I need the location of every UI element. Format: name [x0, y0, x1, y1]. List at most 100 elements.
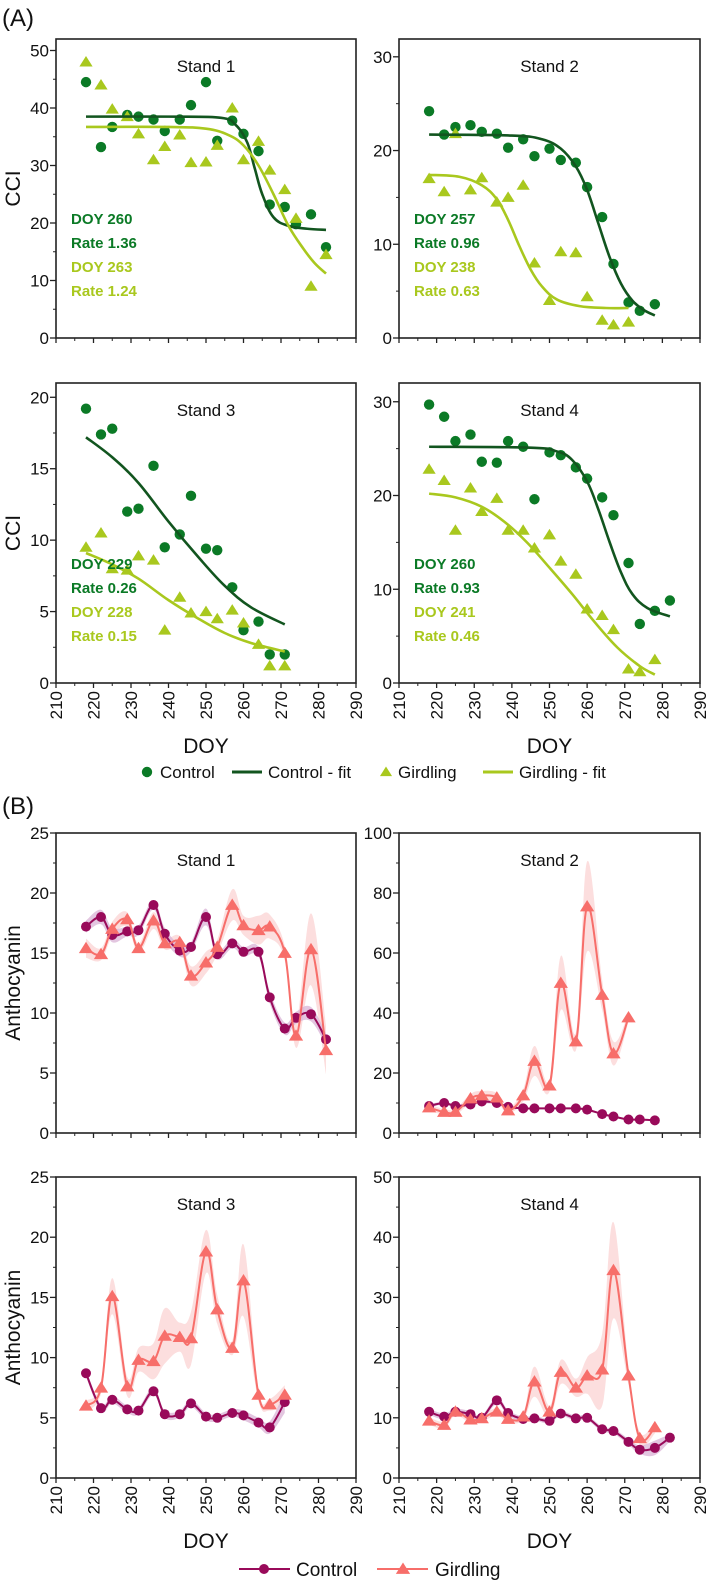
chart-a-1: 0 10 20 30 40 50 CCI Stand 1 DOY 260 Rate 1.36 DOY…	[2, 38, 357, 348]
x-tick-label: 210	[390, 691, 409, 719]
girdling-point	[105, 562, 119, 574]
girdling-point	[606, 1263, 621, 1276]
girdling-point	[236, 153, 251, 165]
girdling-point	[262, 1398, 277, 1410]
girdling-point	[516, 1410, 531, 1422]
control-point	[439, 1098, 450, 1108]
x-tick-label: 280	[653, 1486, 672, 1514]
girdling-point	[579, 1369, 595, 1381]
girdling-point	[277, 946, 292, 958]
girdling-point	[595, 988, 610, 1000]
girdling-point	[516, 1089, 531, 1101]
girdling-point	[288, 1029, 304, 1041]
panel-title: Stand 4	[520, 1195, 579, 1214]
control-point	[291, 1012, 301, 1023]
girdling-point	[475, 171, 489, 183]
control-point	[649, 1115, 660, 1126]
girdling-fit-line	[429, 173, 629, 310]
girdling-point	[554, 555, 568, 566]
girdling-point	[448, 524, 463, 535]
girdling-point	[422, 172, 436, 184]
girdling-point	[516, 524, 530, 535]
girdling-error-band	[429, 1221, 655, 1447]
girdling-point	[474, 1411, 489, 1424]
legend-b: Control Girdling	[239, 1560, 500, 1581]
girdling-point	[621, 1011, 636, 1023]
girdling-point	[173, 591, 187, 602]
control-point	[555, 154, 566, 166]
girdling-point	[437, 1105, 452, 1117]
x-axis-label: DOY	[527, 735, 573, 758]
girdling-point	[621, 662, 636, 674]
girdling-fit-line	[85, 125, 327, 275]
control-point	[148, 900, 159, 910]
panel-title: Stand 1	[177, 851, 236, 870]
girdling-point	[421, 1414, 437, 1426]
fit-annotation: Rate 0.26	[71, 580, 137, 597]
y-tick-label: 10	[30, 1004, 49, 1023]
girdling-point	[79, 541, 93, 552]
control-point	[238, 1410, 249, 1421]
legend-a: Control Control - fit Girdling Girdling - f…	[141, 763, 606, 782]
legend-control-label: Control	[296, 1560, 357, 1581]
girdling-point	[553, 976, 568, 988]
y-tick-label: 10	[373, 580, 392, 599]
plot-frame	[55, 832, 357, 1134]
control-point	[201, 912, 211, 922]
legend-girdling-label: Girdling	[435, 1560, 500, 1581]
control-point	[122, 506, 133, 517]
control-point	[529, 150, 540, 162]
control-point	[238, 946, 249, 957]
girdling-point	[225, 898, 240, 910]
girdling-point	[210, 612, 224, 624]
x-tick-label: 220	[428, 1486, 447, 1514]
x-tick-label: 270	[616, 691, 635, 719]
plot-frame	[398, 38, 701, 339]
girdling-point	[94, 79, 108, 90]
control-point	[107, 1394, 118, 1405]
control-point	[623, 1114, 634, 1125]
control-point	[200, 76, 212, 88]
control-point	[81, 921, 91, 932]
y-tick-label: 0	[383, 329, 392, 348]
girdling-point	[303, 942, 319, 955]
girdling-point	[120, 912, 135, 925]
y-axis-label: CCI	[2, 170, 25, 206]
girdling-point	[448, 1405, 463, 1417]
y-tick-label: 0	[40, 1469, 49, 1488]
girdling-point	[606, 318, 621, 330]
chart-a-2: 0 10 20 30 Stand 2 DOY 257 Rate 0.96 DOY 238 Rat…	[373, 38, 701, 348]
girdling-point	[183, 1331, 199, 1344]
control-point	[438, 411, 450, 422]
x-tick-label: 260	[578, 691, 597, 719]
control-point	[649, 299, 661, 310]
x-tick-label: 220	[85, 1486, 104, 1514]
control-point	[423, 399, 435, 410]
fit-annotation: DOY 257	[414, 211, 475, 228]
control-point	[555, 1103, 566, 1114]
control-point	[133, 1405, 144, 1416]
girdling-point	[648, 653, 662, 665]
girdling-point	[580, 290, 594, 302]
x-tick-label: 240	[160, 1486, 179, 1514]
control-point	[570, 1103, 581, 1114]
x-tick-label: 230	[122, 1486, 141, 1514]
girdling-point	[569, 568, 583, 579]
y-tick-label: 50	[30, 42, 49, 61]
girdling-point	[157, 1329, 172, 1341]
x-tick-label: 250	[197, 691, 216, 719]
girdling-point	[580, 602, 594, 614]
x-tick-label: 210	[390, 1486, 409, 1514]
y-tick-label: 10	[30, 272, 49, 291]
control-point	[107, 423, 118, 434]
control-point	[227, 1407, 238, 1418]
y-tick-label: 100	[364, 824, 392, 843]
control-point	[491, 128, 503, 139]
x-axis-label: DOY	[183, 1530, 229, 1553]
panel-title: Stand 1	[177, 57, 236, 76]
girdling-point	[527, 1375, 542, 1387]
chart-b-1: 0 5 10 15 20 25 Anthocyanin Stand 1	[2, 824, 357, 1143]
legend-control-marker	[259, 1564, 269, 1574]
